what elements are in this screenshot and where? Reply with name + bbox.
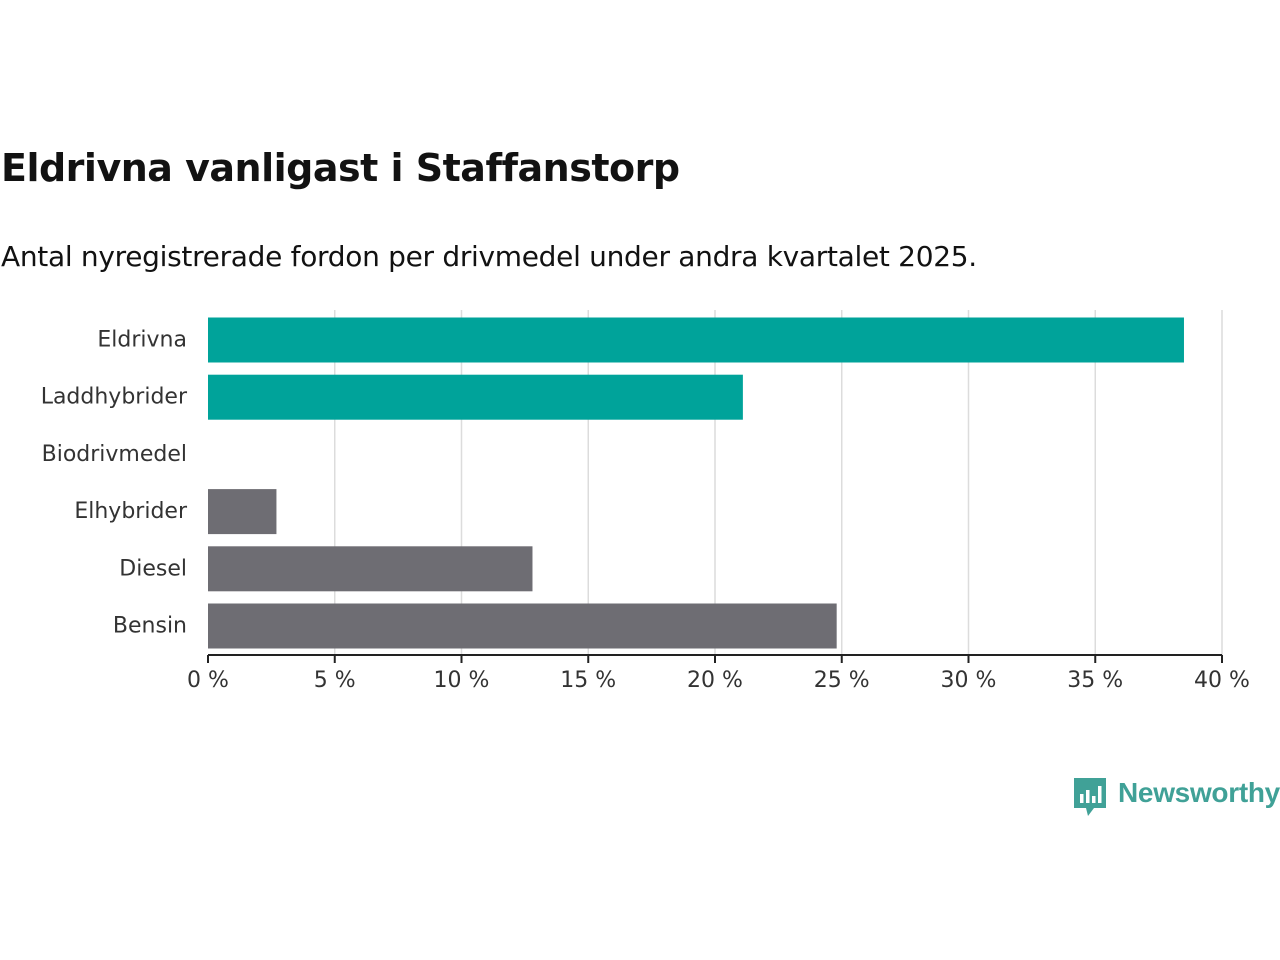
x-tick-label: 40 % [1194,668,1250,693]
bar-laddhybrider [208,374,743,420]
x-tick-label: 10 % [434,668,490,693]
x-tick-label: 20 % [687,668,743,693]
newsworthy-logo-icon [1074,778,1106,816]
x-tick-label: 0 % [187,668,229,693]
brand-name: Newsworthy [1118,777,1280,808]
x-tick-label: 15 % [560,668,616,693]
category-label: Eldrivna [97,328,187,353]
x-tick-label: 25 % [814,668,870,693]
category-label: Bensin [113,614,187,639]
category-label: Diesel [119,556,187,581]
x-tick-label: 35 % [1067,668,1123,693]
chart-subtitle: Antal nyregistrerade fordon per drivmede… [1,240,977,273]
category-label: Laddhybrider [41,385,188,410]
bar-elhybrider [208,489,277,535]
bar-eldrivna [208,317,1184,363]
bar-diesel [208,546,533,592]
bar-chart: Eldrivna Laddhybrider Biodrivmedel Elhybrid… [41,310,1250,693]
x-tick-label: 5 % [314,668,356,693]
category-label: Biodrivmedel [42,442,187,467]
newsworthy-logo[interactable]: Newsworthy [1072,776,1280,818]
bar-bensin [208,603,837,649]
x-tick-label: 30 % [941,668,997,693]
category-label: Elhybrider [74,499,188,524]
chart-title: Eldrivna vanligast i Staffanstorp [1,146,680,190]
